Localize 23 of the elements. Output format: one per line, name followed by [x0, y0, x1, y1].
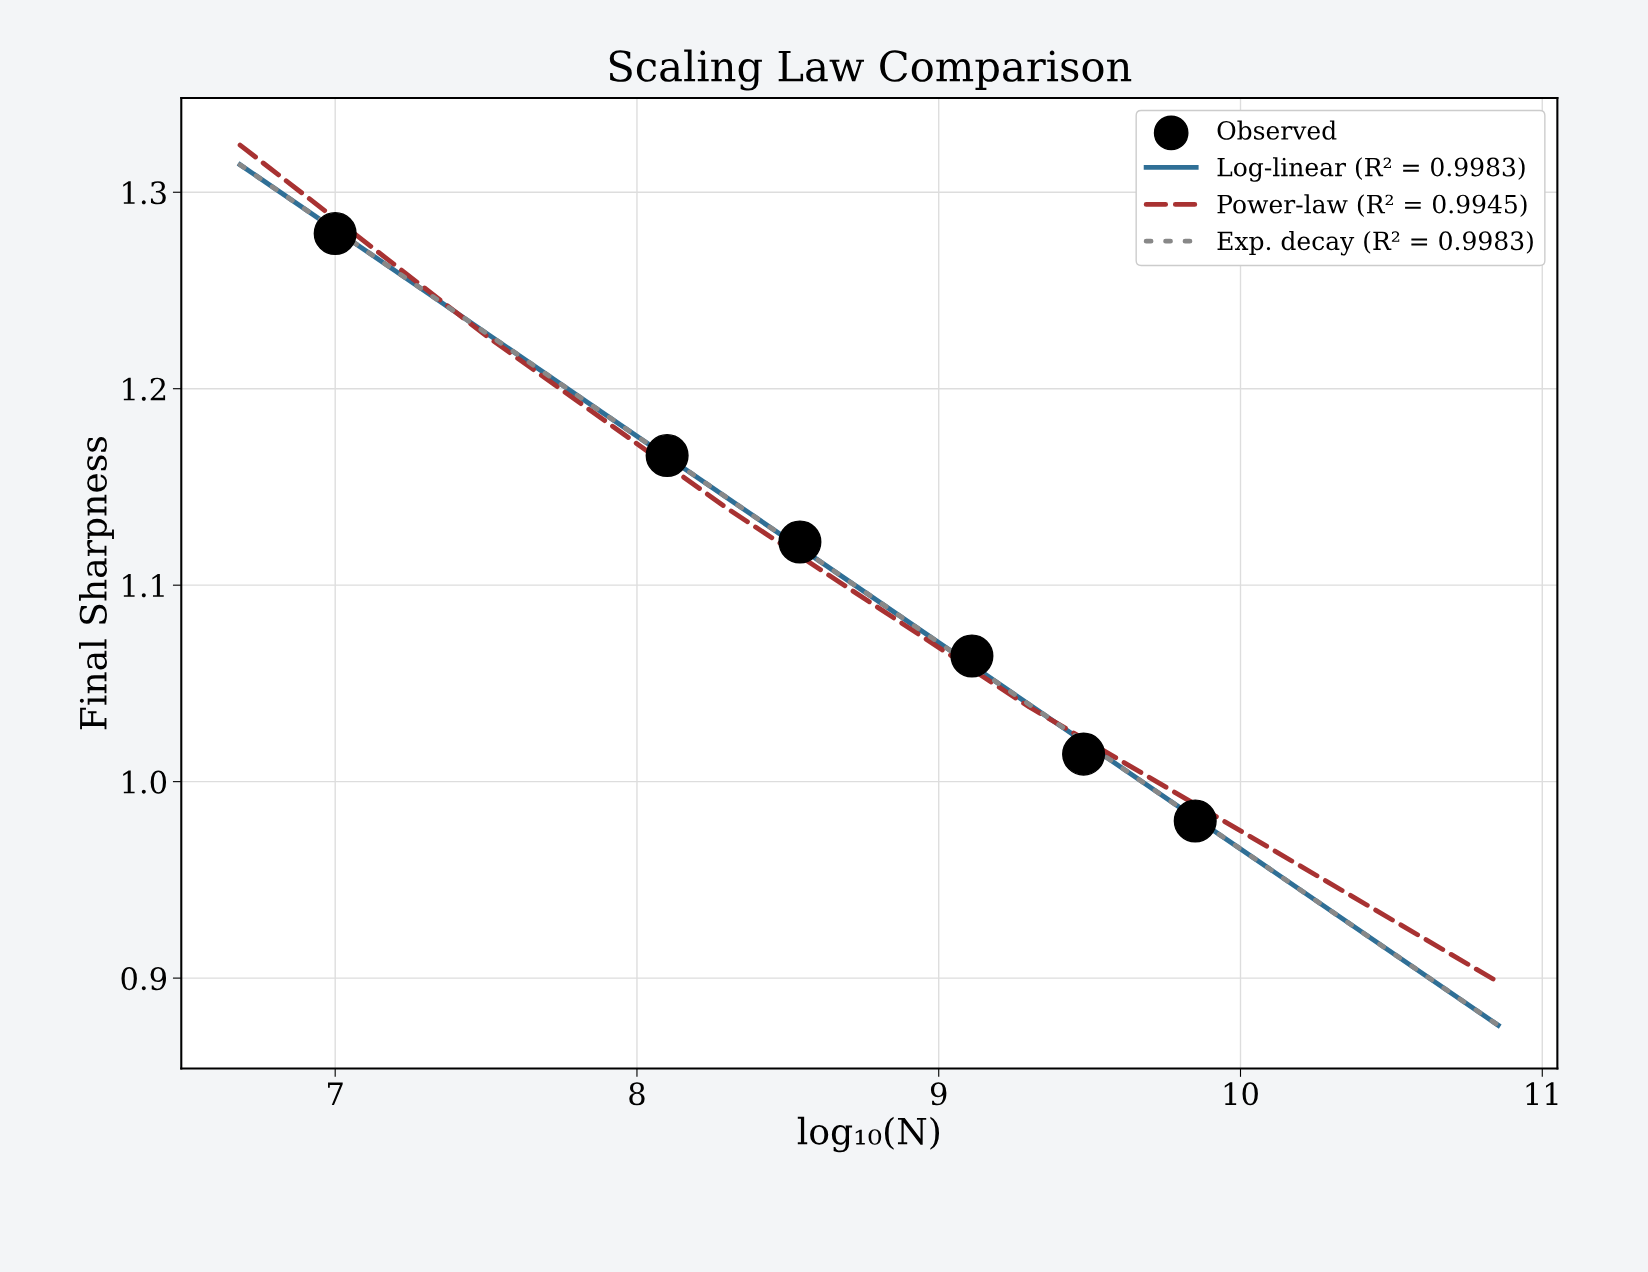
legend-label: Power-law (R² = 0.9945) — [1217, 194, 1527, 218]
y-tick-label: 1.0 — [123, 770, 167, 794]
x-axis-title: log₁₀(N) — [797, 1116, 940, 1153]
y-tick-label: 1.2 — [123, 377, 166, 401]
x-tick-label: 7 — [328, 1082, 343, 1105]
point — [778, 520, 822, 564]
x-tick-label: 11 — [1526, 1082, 1558, 1105]
point — [1173, 799, 1217, 843]
legend-label: Exp. decay (R² = 0.9983) — [1217, 230, 1533, 256]
y-tick-label: 1.3 — [123, 181, 166, 205]
point — [1062, 732, 1106, 776]
y-tick-label: 1.1 — [123, 574, 164, 598]
point — [950, 634, 994, 678]
point — [313, 211, 357, 256]
legend-label: Log-linear (R² = 0.9983) — [1217, 157, 1525, 182]
legend-label: Observed — [1217, 120, 1337, 140]
x-tick-label: 9 — [930, 1082, 947, 1106]
point — [645, 433, 689, 478]
x-tick-label: 10 — [1224, 1082, 1258, 1106]
y-tick-label: 0.9 — [121, 967, 167, 991]
chart-title: Scaling Law Comparison — [609, 49, 1132, 91]
y-axis-title: Final Sharpness — [78, 437, 114, 730]
x-tick-label: 8 — [629, 1082, 645, 1106]
